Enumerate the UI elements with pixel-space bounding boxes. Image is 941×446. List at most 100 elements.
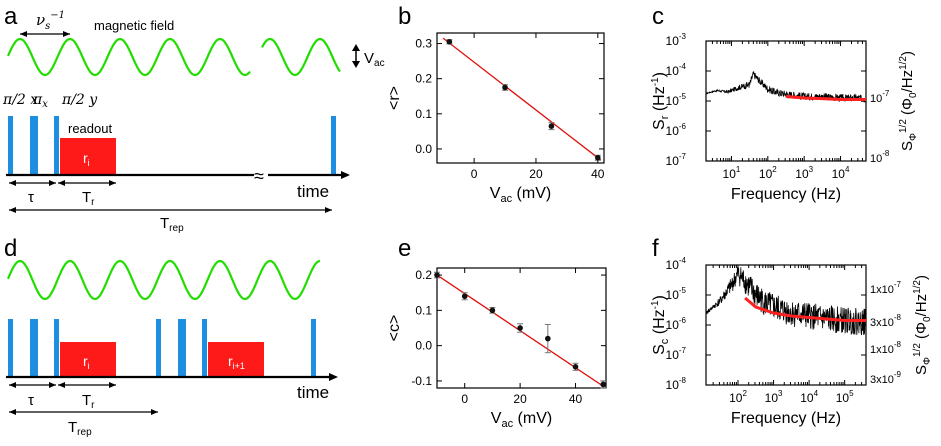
tr-label: Tr: [82, 189, 95, 208]
y2-tick-label: 3x10-9: [870, 370, 902, 386]
data-point: [517, 325, 523, 331]
period-arrow-head-right: [63, 31, 70, 37]
x-axis-label: Vac (mV): [491, 410, 552, 430]
data-point: [600, 381, 607, 388]
x-axis-label: Vac (mV): [490, 185, 551, 205]
pulse-next-cycle: [331, 116, 336, 175]
chart-b: 0 20 40 0.0 0.1 0.2 0.3 Vac (mV) <r>: [386, 32, 605, 205]
plot-frame: [436, 267, 607, 389]
y2-tick-label: 10-8: [870, 149, 890, 165]
tau-arrow-head-right: [49, 180, 56, 186]
y-tick-label: 10-8: [666, 376, 687, 392]
amplitude-arrow-head-up: [352, 44, 360, 51]
y2-tick-label: 3x10-8: [870, 313, 902, 329]
tr-arrow-d-head-right: [109, 382, 116, 388]
pulse-d-5: [178, 319, 186, 377]
x-tick-label: 103: [765, 389, 783, 405]
tr-arrow-d-head-left: [58, 382, 65, 388]
readout-block: [60, 138, 116, 175]
y-tick-label: 10-5: [666, 92, 687, 108]
pulse-d-3: [54, 319, 59, 377]
amplitude-label: Vac: [364, 50, 385, 69]
readout-ri-label: ri: [83, 353, 90, 371]
y2-tick-label: 1x10-7: [870, 280, 902, 296]
y-axis-label: <c>: [386, 315, 403, 342]
x-axis-label: Frequency (Hz): [731, 410, 841, 427]
trep-arrow-d-head-right: [151, 409, 158, 415]
x-tick-label: 20: [529, 167, 543, 181]
pulse-d-6: [202, 319, 207, 377]
fit-line: [442, 37, 602, 161]
data-point: [572, 364, 579, 370]
x-tick-label: 104: [832, 165, 850, 181]
spectrum-smoothed-line: [785, 95, 866, 101]
y-tick-label: 10-7: [666, 346, 687, 362]
tau-arrow-head-left: [9, 180, 16, 186]
pulse-d-2: [30, 319, 38, 377]
y-tick-label: -0.1: [411, 374, 432, 388]
readout-label: readout: [68, 121, 112, 136]
pulse-d-4: [156, 319, 161, 377]
x-tick-label: 40: [591, 167, 605, 181]
tr-arrow-head-left: [58, 180, 65, 186]
trep-arrow-head-right: [325, 207, 332, 213]
time-axis-arrow-d: [329, 373, 338, 381]
y-axis-label: <r>: [386, 86, 403, 110]
readout-r-label: ri: [83, 150, 90, 168]
tau-arrow-d-head-left: [9, 382, 16, 388]
y-tick-label: 0.2: [415, 268, 432, 282]
x-tick-label: 102: [729, 389, 747, 405]
x-tick-label: 40: [569, 392, 583, 406]
trep-label: Trep: [160, 215, 184, 234]
pulse-d-1: [8, 319, 13, 377]
y-tick-label: 0.1: [415, 303, 432, 317]
pulse-label-pi-x: πx: [32, 92, 48, 110]
y-tick-label: 0.1: [415, 107, 432, 121]
y-tick-label: 0.2: [415, 72, 432, 86]
y-tick-label: 10-5: [666, 286, 687, 302]
panel-label-c: c: [652, 3, 664, 30]
pulse-label-pi-half-y: π/2 y: [61, 92, 98, 108]
time-axis-arrow-a: [341, 171, 350, 179]
panel-label-a: a: [4, 3, 18, 30]
y2-axis-label: SΦ1/2 (Φ0/Hz1/2): [898, 51, 919, 151]
tr-label-d: Tr: [82, 392, 95, 411]
time-label-d: time: [297, 383, 329, 402]
y-tick-label: 10-6: [666, 316, 687, 332]
y2-tick-label: 1x10-8: [870, 340, 902, 356]
amplitude-arrow-head-down: [352, 61, 360, 68]
x-tick-label: 20: [513, 392, 527, 406]
pulse-label-pi-half-x: π/2 x: [2, 92, 38, 108]
readout-block-ri1: [208, 342, 264, 377]
tau-label-d: τ: [28, 392, 34, 409]
tau-arrow-d-head-right: [49, 382, 56, 388]
tr-arrow-head-right: [109, 180, 116, 186]
chart-f: 102 103 104 105 10-8 10-7 10-6 10-5 10-4 1x10-7 3x…: [650, 256, 933, 427]
chart-e: 0 20 40 -0.1 0.0 0.1 0.2 Vac (mV) <c>: [386, 267, 607, 430]
y-tick-label: 0.0: [415, 142, 432, 156]
pulse-pi-x: [30, 116, 38, 175]
x-tick-label: 105: [836, 389, 854, 405]
data-point: [548, 123, 555, 129]
data-point: [446, 38, 453, 45]
readout-block-ri: [60, 342, 116, 377]
diagram-a: νs−1 magnetic field Vac π/2 x πx π/2 y r…: [2, 10, 385, 234]
x-tick-label: 103: [795, 165, 813, 181]
x-tick-label: 104: [800, 389, 818, 405]
y-tick-label: 10-6: [666, 122, 687, 138]
field-wave-a: [6, 37, 251, 77]
y-axis-label: Sr (Hz-1): [650, 72, 671, 130]
trep-arrow-d-head-left: [9, 409, 16, 415]
pulse-d-7: [311, 319, 316, 377]
x-tick-label: 0: [471, 167, 478, 181]
y-tick-label: 10-4: [666, 256, 687, 272]
y-tick-label: 0.3: [415, 37, 432, 51]
time-label-a: time: [297, 182, 329, 201]
panel-label-d: d: [4, 235, 17, 262]
pulse-pi-half-y: [54, 116, 59, 175]
x-tick-label: 101: [723, 165, 741, 181]
x-axis-label: Frequency (Hz): [731, 186, 841, 203]
field-wave-d: [6, 259, 321, 301]
y-tick-label: 0.0: [415, 339, 432, 353]
